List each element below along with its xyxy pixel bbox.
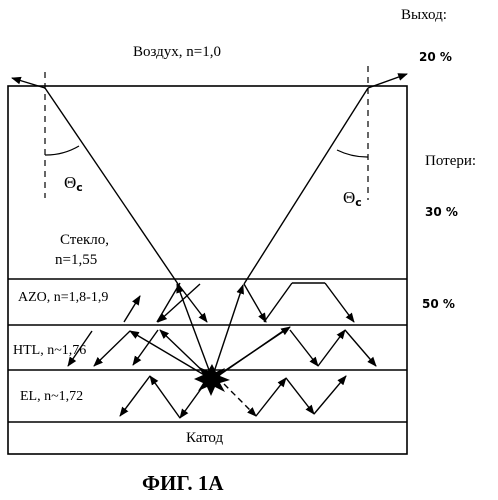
theta-left-label: Θc (64, 174, 83, 193)
htl-zig-5 (318, 330, 345, 366)
glass-label-line1: Стекло, (60, 233, 109, 248)
el-ray-reflect-left (150, 376, 180, 418)
critical-angle-arc-left (45, 146, 79, 155)
htl-zig-2 (94, 331, 130, 366)
azo-zig-1 (178, 284, 207, 322)
ray-up-right-steep (212, 285, 243, 378)
theta-right-label: Θc (343, 189, 362, 208)
air-label: Воздух, n=1,0 (133, 45, 221, 60)
theta-right-subscript: c (355, 196, 362, 209)
htl-zig-4 (290, 330, 318, 366)
glass-loss-percentage: 30 % (425, 206, 458, 218)
glass-label-line2: n=1,55 (55, 253, 97, 268)
el-ray-right-2 (286, 378, 314, 414)
el-ray-left-2 (120, 376, 150, 416)
critical-angle-arc-right (337, 150, 368, 157)
ray-right-flat (218, 329, 286, 376)
el-ray-reflect-right (256, 378, 286, 416)
losses-heading: Потери: (425, 154, 476, 169)
azo-zig-4 (244, 284, 266, 322)
azo-zig-7 (325, 283, 354, 322)
azo-zig-8 (124, 296, 140, 322)
angle-arcs (45, 146, 368, 157)
theta-left-subscript: c (76, 181, 83, 194)
glass-ray-right (244, 88, 368, 284)
cathode-label: Катод (186, 431, 223, 446)
azo-zig-3 (157, 283, 180, 322)
waveguide-loss-percentage: 50 % (422, 298, 455, 310)
output-heading: Выход: (401, 8, 447, 23)
el-ray-down-right (224, 384, 256, 416)
azo-label: AZO, n=1,8-1,9 (18, 291, 108, 305)
theta-left-symbol: Θ (64, 173, 76, 192)
el-ray-right-3 (314, 376, 346, 414)
figure-caption: ФИГ. 1А (142, 473, 224, 494)
theta-right-symbol: Θ (343, 188, 355, 207)
azo-zig-5 (264, 283, 292, 322)
output-percentage: 20 % (419, 51, 452, 63)
htl-label: HTL, n~1,76 (13, 344, 86, 358)
htl-zig-6 (345, 330, 376, 366)
el-label: EL, n~1,72 (20, 390, 83, 404)
